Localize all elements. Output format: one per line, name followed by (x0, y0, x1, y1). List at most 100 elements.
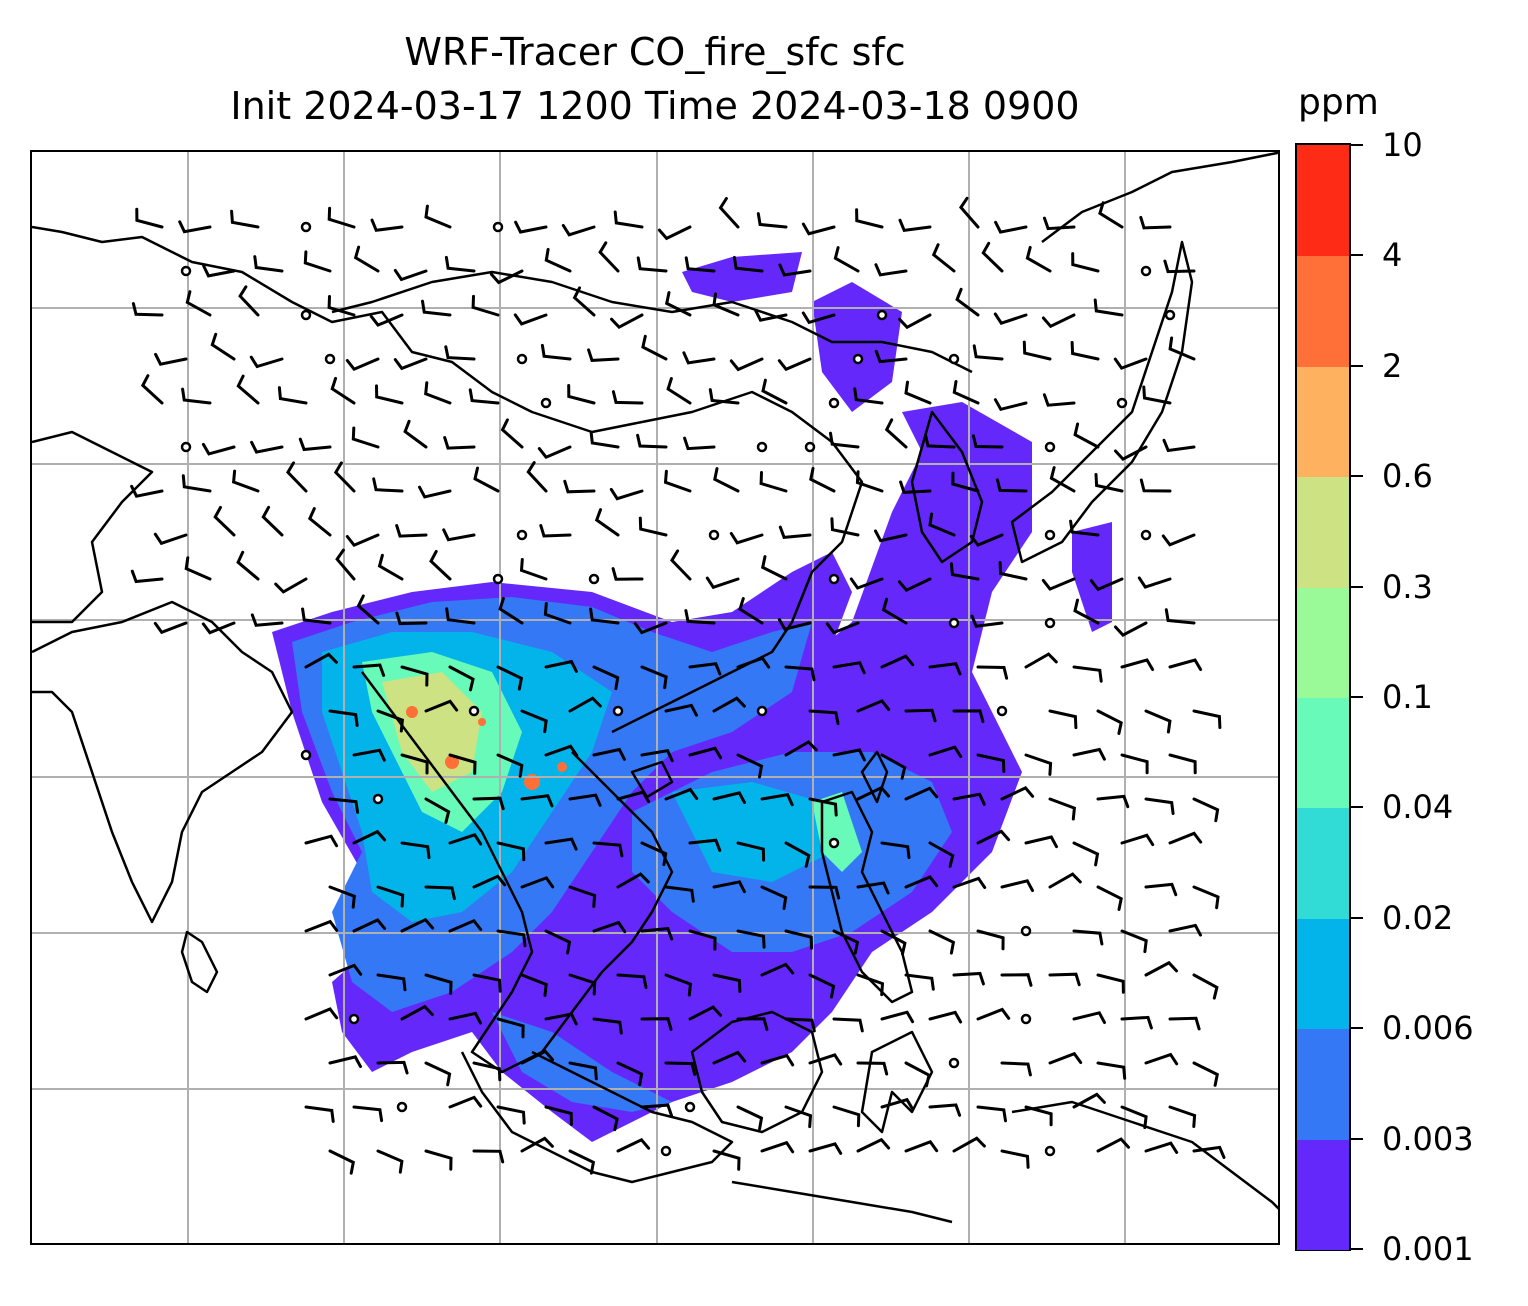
wind-barb (184, 556, 212, 581)
wind-barb (213, 505, 236, 537)
wind-barb (736, 1017, 769, 1031)
wind-barb (832, 661, 866, 675)
wind-barb (592, 1017, 623, 1035)
wind-barb (424, 797, 451, 824)
wind-barb (636, 256, 668, 273)
wind-barb (855, 470, 884, 493)
wind-barb (981, 241, 1004, 273)
wind-barb (1072, 1011, 1106, 1024)
wind-barb (952, 1136, 986, 1153)
wind-barb (874, 529, 908, 543)
wind-barb (1164, 608, 1196, 625)
calm-wind-marker (828, 573, 840, 585)
wind-barb (567, 384, 596, 405)
calm-wind-marker (852, 353, 864, 365)
wind-barb (445, 607, 476, 625)
coast-srilanka (180, 930, 219, 994)
colorbar-tick-label: 0.3 (1382, 567, 1433, 606)
plume-hotspot-4 (557, 762, 567, 772)
colorbar-tick-label: 0.006 (1382, 1009, 1474, 1048)
wind-barb (277, 386, 308, 405)
wind-barb (424, 699, 459, 713)
wind-barb (568, 793, 602, 807)
plume-region-ne-2 (902, 402, 1032, 482)
wind-barb (351, 426, 380, 449)
graticule (32, 152, 1278, 1243)
wind-barb (995, 478, 1028, 493)
coast-newguinea (1011, 1100, 1278, 1210)
wind-barb (856, 973, 885, 997)
wind-barb (330, 376, 356, 405)
calm-wind-marker (396, 1101, 408, 1113)
wind-barb (712, 791, 746, 805)
wind-barb (976, 1105, 1007, 1123)
calm-wind-marker (300, 221, 312, 233)
wind-barb (1192, 709, 1222, 729)
wind-barb (928, 512, 956, 537)
wind-barb (1144, 882, 1178, 897)
wind-barb (666, 377, 692, 405)
wind-barb (500, 418, 524, 449)
wind-barb (756, 212, 788, 229)
coastlines (32, 152, 1278, 1224)
wind-barb (688, 1005, 722, 1021)
wind-barb (403, 419, 428, 449)
wind-barb (514, 220, 548, 234)
calm-wind-marker (1140, 529, 1152, 541)
wind-barb (1168, 831, 1203, 845)
calm-wind-marker (612, 705, 624, 717)
wind-barb (830, 517, 860, 537)
calm-wind-marker (708, 529, 720, 541)
wind-barb (1096, 885, 1123, 911)
wind-barb (640, 1017, 673, 1031)
wind-barb (1096, 794, 1130, 809)
calm-wind-marker (348, 1013, 360, 1025)
wind-barb (808, 797, 838, 817)
wind-barb (1024, 835, 1058, 849)
wind-barb (928, 1010, 963, 1024)
calm-wind-marker (804, 441, 816, 453)
wind-barb (1070, 341, 1100, 361)
wind-barb (924, 433, 956, 449)
wind-barb (880, 1097, 915, 1111)
wind-barb (375, 384, 404, 405)
wind-barb (400, 917, 435, 933)
plume-hotspot-1 (406, 706, 418, 718)
wind-barb (952, 709, 985, 723)
wind-barb (473, 466, 500, 493)
wind-barb (424, 381, 452, 405)
wind-barb (736, 929, 766, 949)
calm-wind-marker (756, 441, 768, 453)
wind-barb (688, 746, 723, 760)
wind-barb (1168, 336, 1196, 361)
wind-barb (328, 1055, 362, 1069)
wind-barb (400, 753, 429, 775)
wind-barb (393, 357, 428, 371)
wind-barb (1168, 658, 1203, 671)
wind-barb (808, 885, 841, 900)
colorbar-tick (1351, 254, 1363, 257)
wind-barb (754, 308, 788, 322)
wind-barb (928, 929, 956, 955)
wind-barb (1000, 879, 1034, 892)
coast-borneo (690, 1010, 824, 1134)
colorbar-band-7 (1297, 365, 1349, 478)
wind-barb (448, 753, 477, 775)
wind-barb (899, 480, 932, 494)
wind-barb (976, 1007, 1011, 1021)
calm-wind-marker (516, 529, 528, 541)
wind-barb (520, 973, 548, 997)
calm-wind-marker (996, 705, 1008, 717)
wind-barb (760, 1053, 795, 1067)
calm-wind-marker (180, 265, 192, 277)
colorbar-tick (1351, 475, 1363, 478)
calm-wind-marker (300, 749, 312, 761)
wind-barb (808, 973, 836, 999)
wind-barb (520, 876, 555, 889)
wind-barb (594, 508, 620, 537)
wind-barb (833, 246, 860, 273)
wind-barb (832, 1017, 864, 1033)
wind-barb (472, 1149, 505, 1164)
wind-barb (641, 334, 668, 361)
wind-barb (874, 263, 908, 277)
